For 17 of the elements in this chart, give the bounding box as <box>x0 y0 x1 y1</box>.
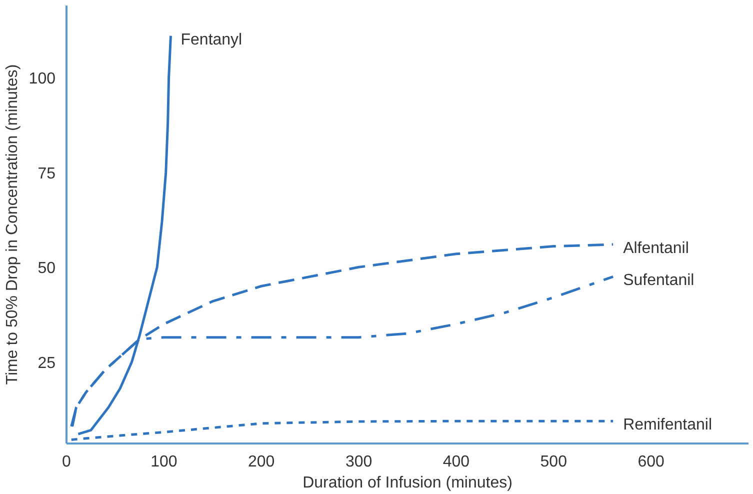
y-tick-label: 25 <box>38 354 56 372</box>
series-label: Fentanyl <box>180 31 242 48</box>
series-label: Remifentanil <box>623 416 712 434</box>
y-axis-title: Time to 50% Drop in Concentration (minutes) <box>4 64 21 385</box>
x-tick-label: 500 <box>540 454 568 470</box>
series-label: Sufentanil <box>623 272 694 290</box>
x-tick-label: 300 <box>345 454 372 470</box>
series-label: Alfentanil <box>623 240 689 257</box>
x-tick-label: 400 <box>442 454 470 470</box>
x-tick-label: 200 <box>248 454 275 470</box>
x-tick-label: 0 <box>62 454 72 470</box>
x-axis-title: Duration of Infusion (minutes) <box>302 474 512 492</box>
y-tick-label: 75 <box>38 165 56 182</box>
y-tick-label: 50 <box>38 260 56 278</box>
y-tick-label: 100 <box>28 70 56 88</box>
x-tick-label: 600 <box>638 454 665 470</box>
x-tick-label: 100 <box>150 454 178 470</box>
